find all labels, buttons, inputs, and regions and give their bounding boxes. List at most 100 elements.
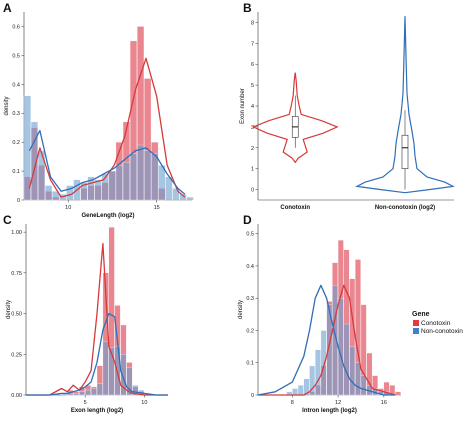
density-line-conotoxin: [26, 242, 168, 396]
bar-non-conotoxin: [355, 362, 361, 396]
bar-non-conotoxin: [129, 153, 138, 201]
bar-non-conotoxin: [94, 179, 102, 201]
bar-non-conotoxin: [144, 150, 152, 201]
density-line-non-conotoxin: [257, 284, 396, 396]
bar-non-conotoxin: [137, 144, 145, 201]
x-tick-label: 8: [291, 400, 294, 406]
bar-non-conotoxin: [320, 330, 327, 396]
y-tick-label: 4: [251, 104, 254, 110]
bar-non-conotoxin: [108, 347, 115, 396]
density-line-non-conotoxin: [28, 129, 186, 195]
y-axis-title: Exon number: [240, 88, 246, 124]
bar-non-conotoxin: [179, 194, 187, 201]
bar-non-conotoxin: [126, 367, 133, 396]
y-tick-label: 0.2: [246, 328, 254, 334]
y-tick-label: 0.4: [246, 264, 254, 270]
x-tick-label: 10: [141, 400, 147, 406]
y-tick-label: 0: [17, 198, 20, 204]
x-category-label: Non-conotoxin (log2): [375, 205, 435, 211]
bar-non-conotoxin: [101, 173, 109, 201]
y-tick-label: 0.1: [12, 169, 20, 175]
y-tick-label: 8: [251, 20, 254, 26]
x-tick-label: 16: [381, 400, 387, 406]
bar-non-conotoxin: [151, 153, 159, 201]
bar-non-conotoxin: [360, 375, 367, 396]
bar-conotoxin: [395, 391, 401, 396]
bar-non-conotoxin: [132, 385, 139, 396]
panel-letter: C: [3, 213, 12, 227]
bar-non-conotoxin: [297, 385, 304, 396]
bar-non-conotoxin: [349, 346, 356, 396]
bar-non-conotoxin: [337, 298, 344, 396]
bar-non-conotoxin: [52, 191, 60, 201]
x-tick-label: 15: [154, 205, 160, 211]
box: [401, 134, 409, 169]
legend-title: Gene: [412, 311, 430, 318]
bar-non-conotoxin: [326, 304, 333, 396]
panel-letter: B: [243, 1, 252, 15]
y-tick-label: 2: [251, 146, 254, 152]
x-axis-title: Exon length (log2): [71, 408, 123, 414]
y-tick-label: 0.3: [246, 296, 254, 302]
bar-non-conotoxin: [108, 170, 116, 201]
y-tick-label: 1: [251, 167, 254, 173]
x-tick-label: 12: [335, 400, 341, 406]
bar-non-conotoxin: [315, 349, 321, 396]
bar-non-conotoxin: [85, 389, 91, 396]
density-line-conotoxin: [258, 284, 396, 396]
y-tick-label: 0.6: [12, 24, 20, 30]
bar-non-conotoxin: [79, 391, 86, 396]
legend-swatch: [413, 320, 419, 326]
bar-non-conotoxin: [96, 383, 103, 396]
bar-non-conotoxin: [332, 285, 338, 396]
y-tick-label: 0.50: [11, 312, 22, 318]
y-axis-title: density: [4, 96, 10, 115]
panel-letter: A: [3, 1, 12, 15]
y-tick-label: 0.2: [12, 140, 20, 146]
bar-non-conotoxin: [309, 365, 316, 396]
bar-non-conotoxin: [102, 341, 109, 396]
bar-non-conotoxin: [292, 388, 298, 396]
y-tick-label: 0.1: [246, 361, 254, 367]
bar-non-conotoxin: [73, 393, 80, 396]
bar-non-conotoxin: [90, 388, 97, 396]
bar-non-conotoxin: [122, 162, 130, 201]
y-tick-label: 5: [251, 83, 254, 89]
bar-non-conotoxin: [120, 354, 127, 396]
density-line-conotoxin: [28, 57, 186, 198]
bar-non-conotoxin: [67, 393, 74, 396]
bar-non-conotoxin: [115, 165, 123, 201]
violin-conotoxin: [251, 72, 339, 164]
y-tick-label: 0.5: [12, 53, 20, 59]
bar-non-conotoxin: [87, 176, 95, 201]
y-tick-label: 0.75: [11, 271, 22, 277]
x-category-label: Conotoxin: [280, 205, 310, 211]
y-tick-label: 0.5: [246, 232, 254, 238]
y-tick-label: 0: [251, 188, 254, 194]
x-tick-label: 10: [65, 205, 71, 211]
y-tick-label: 1.00: [11, 230, 22, 236]
y-tick-label: 0.00: [11, 393, 22, 399]
panel-c: C 5 10 0.00 0.25 0.50 0.75 1.00 Exon length (log…: [3, 213, 168, 414]
bar-non-conotoxin: [45, 185, 53, 201]
y-tick-label: 7: [251, 41, 254, 47]
y-tick-label: 0.3: [12, 111, 20, 117]
panel-a: A 10 15 0 0.1 0.2 0.3 0.4 0.5 0.6 GeneLength (log2…: [3, 1, 194, 219]
legend-swatch: [413, 328, 419, 334]
bar-non-conotoxin: [186, 196, 194, 201]
y-tick-label: 0: [251, 393, 254, 399]
legend-label: Non-conotoxin: [421, 328, 463, 335]
y-tick-label: 3: [251, 125, 254, 131]
violin-non-conotoxin: [355, 16, 455, 194]
y-axis-title: density: [6, 300, 12, 319]
panel-b: B 0 1 2 3 4 5 6 7 8 Conotoxin Non-conotoxin (log2) E…: [240, 1, 455, 211]
panel-letter: D: [243, 213, 252, 227]
bar-non-conotoxin: [30, 121, 38, 201]
bar-non-conotoxin: [343, 323, 350, 396]
bar-non-conotoxin: [158, 165, 166, 201]
y-tick-label: 6: [251, 62, 254, 68]
bar-non-conotoxin: [172, 188, 180, 201]
x-tick-label: 5: [84, 400, 87, 406]
